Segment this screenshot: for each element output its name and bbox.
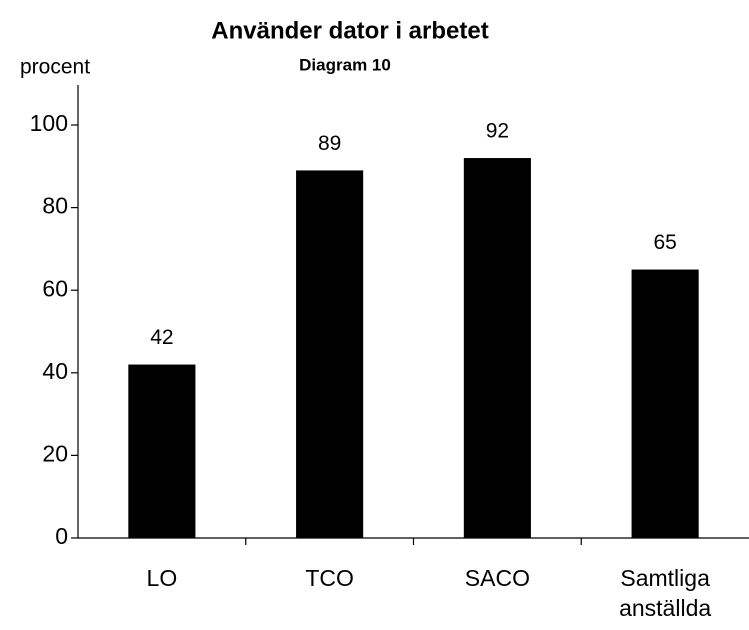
y-tick-label: 60: [42, 275, 68, 301]
y-tick-label: 40: [42, 358, 68, 384]
data-label: 89: [318, 132, 341, 155]
x-tick-label: TCO: [305, 565, 354, 591]
data-label: 92: [486, 120, 509, 143]
y-tick-label: 0: [55, 523, 68, 549]
x-tick-label: Samtliga anställda: [619, 565, 711, 621]
x-tick-label: SACO: [465, 565, 530, 591]
y-axis-label: procent: [20, 56, 90, 79]
bar: [631, 269, 699, 538]
x-tick-label: LO: [147, 565, 178, 591]
y-tick-label: 80: [42, 193, 68, 219]
bar: [463, 158, 531, 539]
bar: [296, 170, 364, 538]
chart-title: Använder dator i arbetet: [211, 17, 488, 44]
y-tick-label: 20: [42, 440, 68, 466]
y-tick-label: 100: [30, 110, 68, 136]
data-label: 65: [653, 231, 676, 254]
chart-subtitle: Diagram 10: [299, 55, 391, 74]
data-label: 42: [150, 326, 173, 349]
bar: [128, 364, 196, 538]
